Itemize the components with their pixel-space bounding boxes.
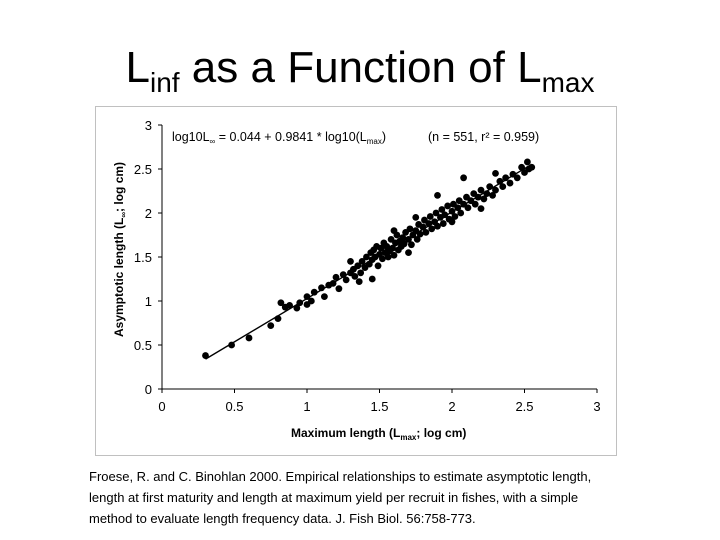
y-tick-label: 1.5 [134,250,152,265]
data-point [506,179,514,187]
data-point [355,278,363,286]
data-point [426,213,434,220]
data-point [335,285,343,293]
data-point [358,258,366,265]
data-point [351,272,359,280]
data-point [492,186,499,194]
x-tick-label: 1.5 [370,399,388,414]
data-point [390,227,398,234]
data-point [460,174,467,182]
x-tick-label: 2.5 [515,399,533,414]
data-point [489,192,496,199]
data-point [422,228,430,236]
x-tick-label: 3 [593,399,600,414]
citation-line-1: Froese, R. and C. Binohlan 2000. Empiric… [89,469,592,484]
data-point [477,205,485,212]
data-point [477,186,485,194]
y-tick-label: 1 [145,294,152,309]
data-point [448,218,456,226]
data-point [444,202,452,210]
title-subscript: inf [150,67,180,98]
x-axis-label: Maximum length (Lmax; log cm) [291,426,466,442]
data-point [428,225,436,233]
data-point [492,170,499,177]
title-text: L [125,43,150,92]
y-tick-label: 0.5 [134,338,152,353]
data-point [432,209,440,217]
data-point [390,251,398,259]
data-point [379,255,386,263]
title-text-2: as a Function of L [179,43,542,92]
data-point [357,269,365,277]
title-subscript-2: max [541,67,595,98]
data-point [405,249,412,256]
data-point [408,241,415,249]
x-tick-label: 0 [158,399,165,414]
y-tick-label: 2.5 [134,162,152,177]
data-point [438,206,446,213]
data-point [202,352,209,359]
data-point [321,293,328,300]
data-point [406,225,414,233]
data-point [347,258,354,265]
data-point [434,192,441,199]
data-point [245,334,253,342]
regression-equation: log10L∞ = 0.044 + 0.9841 * log10(Lmax) [172,130,386,146]
citation: Froese, R. and C. Binohlan 2000. Empiric… [89,466,709,529]
y-axis-label: Asymptotic length (L∞; log cm) [112,162,128,337]
citation-line-2: length at first maturity and length at m… [89,490,579,505]
data-point [464,204,472,212]
data-point [377,244,385,252]
data-point [457,209,465,217]
data-point [307,297,315,305]
x-tick-label: 0.5 [225,399,243,414]
data-point [413,236,421,243]
data-point [384,253,392,261]
citation-line-3: method to evaluate length frequency data… [89,511,476,526]
data-point [434,222,441,230]
chart-frame: 0 0.5 1 1.5 2 2.5 3 0 0.5 1 1.5 2 2.5 3 log10L∞ = 0.0… [95,106,617,456]
regression-stats: (n = 551, r² = 0.959) [428,130,539,144]
data-point [277,299,285,307]
data-point [342,276,350,284]
data-point [524,158,531,166]
scatter-chart: 0 0.5 1 1.5 2 2.5 3 0 0.5 1 1.5 2 2.5 3 log10L∞ = 0.0… [112,118,601,442]
chart-ticks: 0 0.5 1 1.5 2 2.5 3 0 0.5 1 1.5 2 2.5 3 [134,118,601,414]
y-tick-label: 3 [145,118,152,133]
data-point [363,253,370,261]
x-tick-label: 2 [448,399,455,414]
data-point [513,174,521,182]
chart-points [202,158,536,359]
data-point [439,220,447,227]
data-point [332,273,340,281]
data-point [368,275,376,283]
data-point [499,183,507,190]
data-point [399,234,407,242]
regression-line [205,163,533,360]
data-point [374,262,382,270]
data-point [267,322,275,330]
data-point [480,195,488,203]
y-tick-label: 0 [145,382,152,397]
x-tick-label: 1 [303,399,310,414]
slide-title: Linf as a Function of Lmax [0,40,720,98]
y-tick-label: 2 [145,206,152,221]
data-point [451,213,459,220]
data-point [412,214,420,221]
data-point [471,200,479,208]
